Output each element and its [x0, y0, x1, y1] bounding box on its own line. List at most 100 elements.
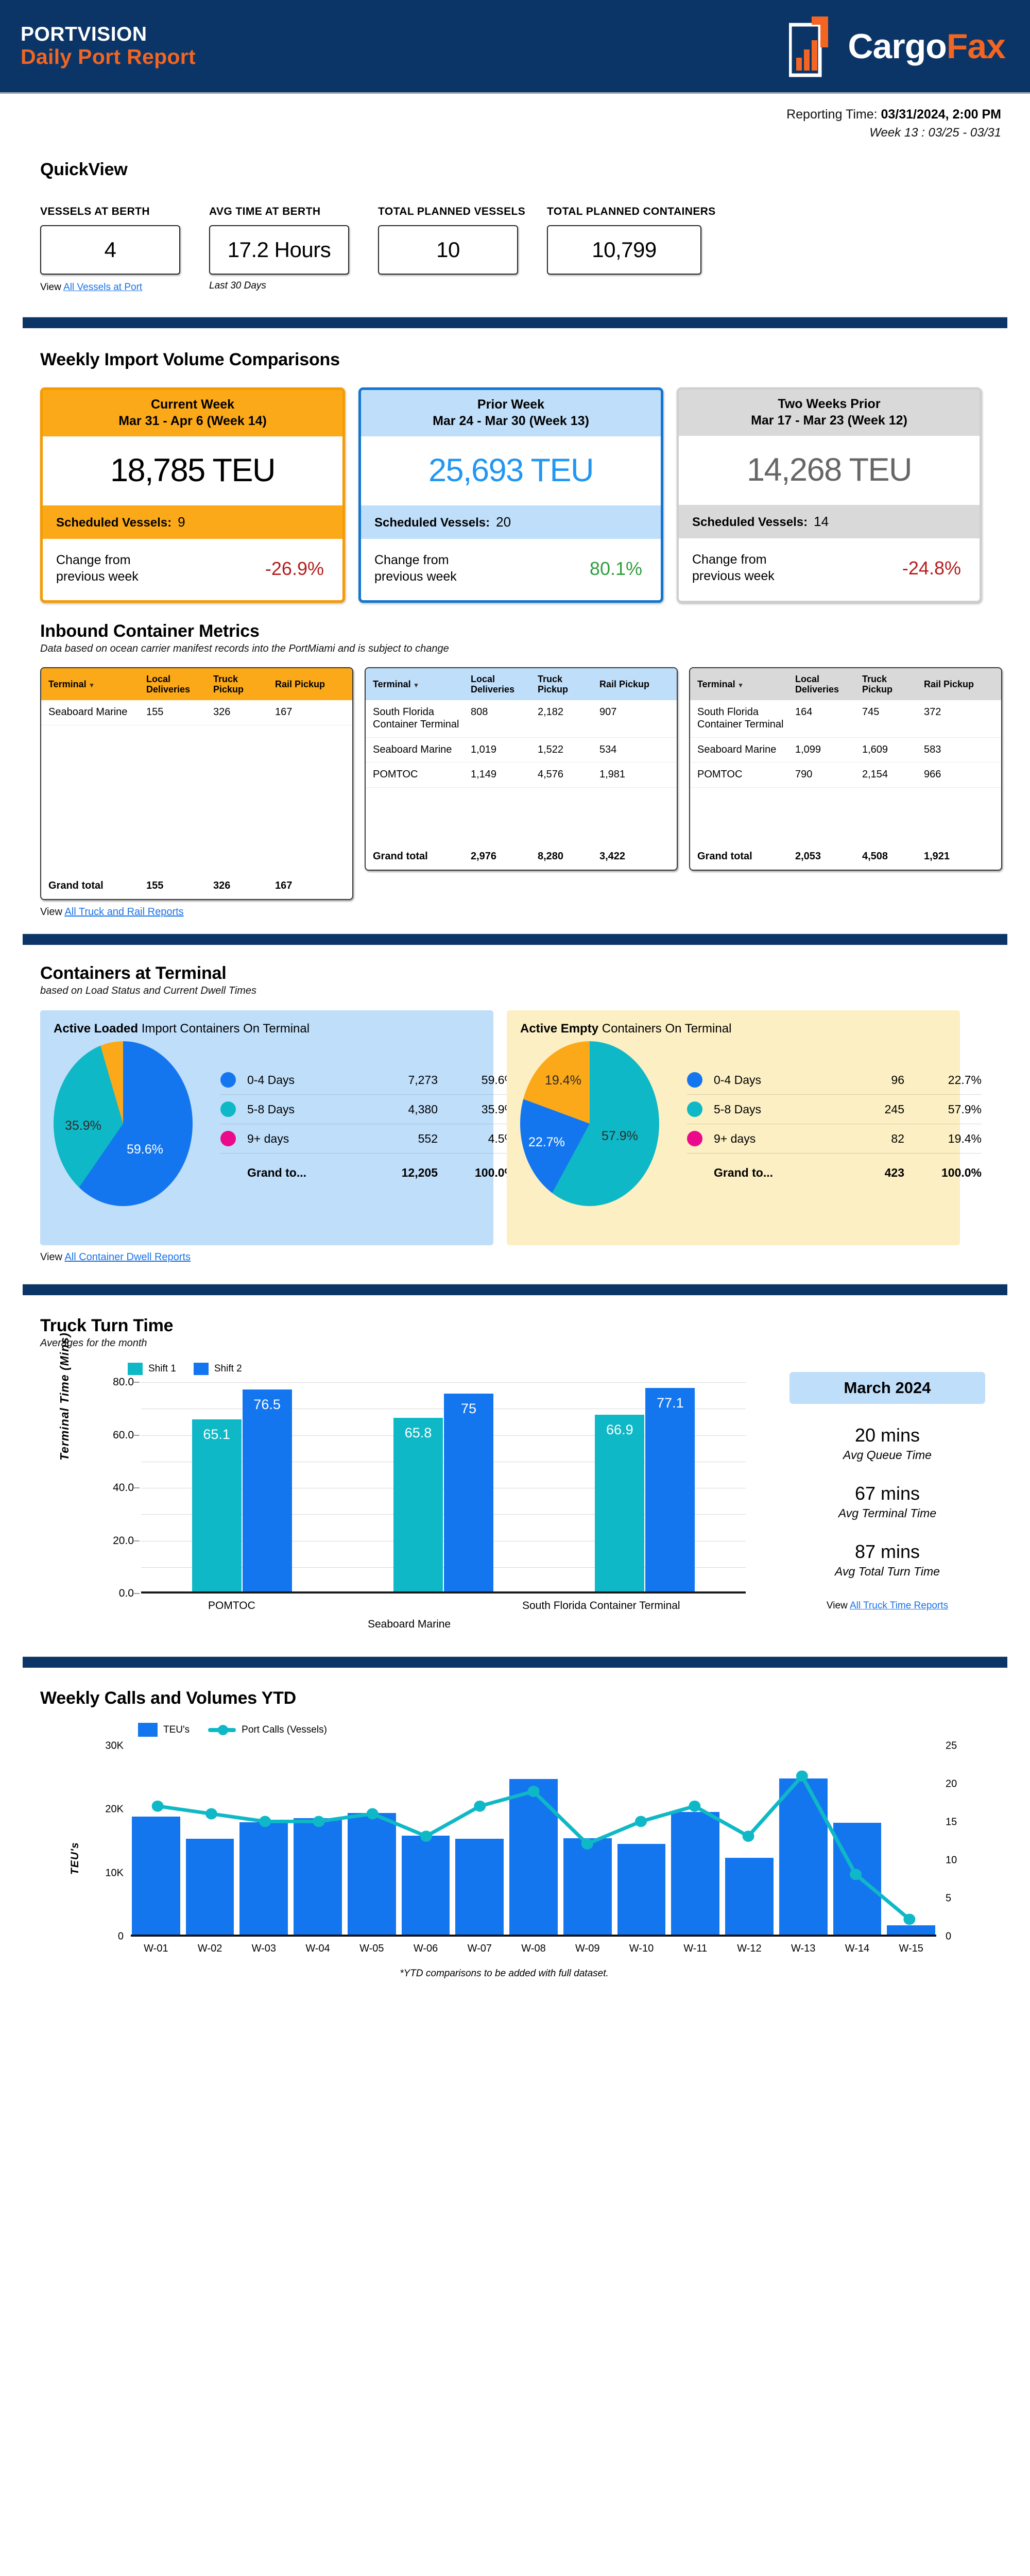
legend-percent: 4.5% — [488, 1131, 515, 1145]
cell-truck: 2,154 — [855, 762, 917, 788]
legend-row: 5-8 Days 245 57.9% — [687, 1095, 982, 1124]
table-row[interactable]: Seaboard Marine 1,019 1,522 534 — [366, 737, 677, 763]
bar-sfct-shift1[interactable]: 66.9 — [595, 1415, 645, 1591]
vessels-value: 9 — [178, 514, 185, 530]
ytd-bar-w11[interactable] — [671, 1812, 720, 1935]
table-row[interactable]: South Florida Container Terminal 164 745… — [690, 700, 1001, 738]
legend-row: 5-8 Days 4,380 35.9% — [220, 1095, 515, 1124]
table-row[interactable]: POMTOC 790 2,154 966 — [690, 762, 1001, 788]
grand-total-rail: 3,422 — [592, 844, 677, 870]
ytd-legend: TEU's Port Calls (Vessels) — [138, 1723, 1030, 1737]
inbound-section: Inbound Container Metrics Data based on … — [0, 603, 1030, 918]
ytd-footnote: *YTD comparisons to be added with full d… — [400, 1968, 609, 1979]
all-vessels-link-wrap: View All Vessels at Port — [40, 282, 209, 293]
ytd-bar-w04[interactable] — [294, 1818, 342, 1935]
empty-pie-chart: 57.9% 22.7% 19.4% — [520, 1041, 675, 1211]
pie-shape — [54, 1041, 193, 1206]
cell-terminal: South Florida Container Terminal — [366, 700, 464, 738]
ytd-bar-w12[interactable] — [725, 1857, 774, 1935]
change-value: -24.8% — [902, 557, 961, 579]
legend-row: 0-4 Days 7,273 59.6% — [220, 1065, 515, 1095]
ytd-bar-w03[interactable] — [239, 1822, 288, 1935]
ytd-x-label: W-09 — [575, 1943, 600, 1954]
table-footer: Grand total 155 326 167 — [41, 874, 352, 899]
quickview-value-box: 17.2 Hours — [209, 225, 349, 275]
y-tick-40: 40.0 — [113, 1482, 134, 1494]
legend-value: 4,380 — [408, 1102, 438, 1116]
all-truck-and-rail-reports-link[interactable]: All Truck and Rail Reports — [64, 906, 184, 918]
bar-value: 65.8 — [404, 1425, 432, 1440]
cell-terminal: Seaboard Marine — [366, 737, 464, 763]
ytd-section: Weekly Calls and Volumes YTD TEU's Port … — [0, 1668, 1030, 1979]
table-row[interactable]: Seaboard Marine 1,099 1,609 583 — [690, 737, 1001, 763]
ytd-x-label: W-10 — [629, 1943, 654, 1954]
cell-local: 1,019 — [464, 737, 530, 763]
truck-turn-legend: Shift 1 Shift 2 — [128, 1363, 756, 1375]
truck-rail-reports-link-wrap: View All Truck and Rail Reports — [40, 906, 1030, 918]
weekly-card-change: Change from previous week 80.1% — [361, 539, 661, 600]
bar-seaboard-shift1[interactable]: 65.8 — [393, 1417, 443, 1591]
col-terminal[interactable]: Terminal ▾ — [366, 668, 464, 701]
quickview-value-box: 10 — [378, 225, 518, 275]
truck-turn-plot: 80.0 60.0 40.0 20.0 0.0 65.1 — [113, 1376, 746, 1599]
table-header: Terminal ▾ Local Deliveries Truck Pickup … — [366, 668, 677, 701]
quickview-card-vessels-at-berth: VESSELS AT BERTH 4 View All Vessels at P… — [40, 206, 209, 293]
bar-pomtoc-shift2[interactable]: 76.5 — [242, 1389, 292, 1591]
quickview-label: TOTAL PLANNED CONTAINERS — [547, 206, 716, 217]
legend-value: 245 — [884, 1102, 904, 1116]
legend-swatch-port-calls — [208, 1724, 236, 1735]
bar-value: 76.5 — [253, 1396, 281, 1412]
bar-seaboard-shift2[interactable]: 75 — [443, 1393, 493, 1591]
brand-daily-port-report: Daily Port Report — [21, 45, 196, 69]
ytd-bar-w05[interactable] — [347, 1813, 396, 1935]
stat-avg-total-turn-time: 87 mins Avg Total Turn Time — [777, 1541, 998, 1579]
col-terminal-label: Terminal — [373, 679, 411, 690]
pie-label-5-8-days: 57.9% — [602, 1129, 638, 1143]
col-local-deliveries: Local Deliveries — [464, 668, 530, 701]
reporting-week: Week 13 : 03/25 - 03/31 — [869, 126, 1001, 140]
ytd-bar-w07[interactable] — [455, 1838, 504, 1935]
stat-label: Avg Terminal Time — [838, 1506, 937, 1520]
section-divider — [23, 317, 1007, 328]
bar-pomtoc-shift1[interactable]: 65.1 — [192, 1419, 242, 1591]
table-row[interactable]: Seaboard Marine 155 326 167 — [41, 700, 352, 725]
ytd-bar-w09[interactable] — [563, 1838, 612, 1935]
truck-turn-stats-panel: March 2024 20 mins Avg Queue Time 67 min… — [756, 1363, 998, 1641]
ytd-bar-w06[interactable] — [401, 1835, 450, 1935]
cell-local: 1,149 — [464, 762, 530, 788]
all-truck-time-reports-link[interactable]: All Truck Time Reports — [849, 1600, 949, 1611]
legend-label-shift-1: Shift 1 — [148, 1363, 176, 1374]
cargofax-wordmark: CargoFax — [848, 26, 1006, 66]
ytd-bar-w10[interactable] — [617, 1843, 666, 1935]
ytd-x-label: W-08 — [521, 1943, 546, 1954]
cell-terminal: South Florida Container Terminal — [690, 700, 788, 738]
all-vessels-at-port-link[interactable]: All Vessels at Port — [63, 282, 143, 293]
y-tick-right-5: 5 — [946, 1892, 952, 1904]
legend-dot-9-plus-days — [687, 1131, 702, 1146]
loaded-legend: 0-4 Days 7,273 59.6% 5-8 Days 4,380 35.9… — [213, 1065, 515, 1187]
cell-terminal: POMTOC — [690, 762, 788, 788]
col-local-deliveries: Local Deliveries — [788, 668, 855, 701]
logo-text-cargo: Cargo — [848, 26, 947, 66]
y-tick-left-0: 0 — [117, 1930, 124, 1942]
ytd-bar-w01[interactable] — [132, 1816, 180, 1935]
bar-value: 75 — [460, 1400, 476, 1416]
y-tick-60: 60.0 — [113, 1429, 134, 1441]
containers-title: Containers at Terminal — [40, 963, 227, 983]
quickview-label: AVG TIME AT BERTH — [209, 206, 321, 217]
ytd-bar-w02[interactable] — [185, 1838, 234, 1935]
truck-turn-chart: Shift 1 Shift 2 Terminal Time (Mins) — [40, 1332, 756, 1641]
all-container-dwell-reports-link[interactable]: All Container Dwell Reports — [64, 1251, 191, 1263]
ytd-bar-w15[interactable] — [887, 1925, 936, 1935]
legend-label: 0-4 Days — [714, 1073, 762, 1087]
col-terminal[interactable]: Terminal ▾ — [41, 668, 139, 701]
col-terminal[interactable]: Terminal ▾ — [690, 668, 788, 701]
legend-teus: TEU's — [138, 1723, 190, 1737]
cell-truck: 326 — [206, 700, 268, 725]
weekly-import-section: Weekly Import Volume Comparisons Current… — [0, 328, 1030, 603]
active-empty-title-bold: Active Empty — [520, 1022, 599, 1036]
inbound-table-two-weeks-prior: Terminal ▾ Local Deliveries Truck Pickup … — [689, 667, 1002, 871]
table-row[interactable]: South Florida Container Terminal 808 2,1… — [366, 700, 677, 738]
bar-sfct-shift2[interactable]: 77.1 — [645, 1387, 695, 1591]
table-row[interactable]: POMTOC 1,149 4,576 1,981 — [366, 762, 677, 788]
